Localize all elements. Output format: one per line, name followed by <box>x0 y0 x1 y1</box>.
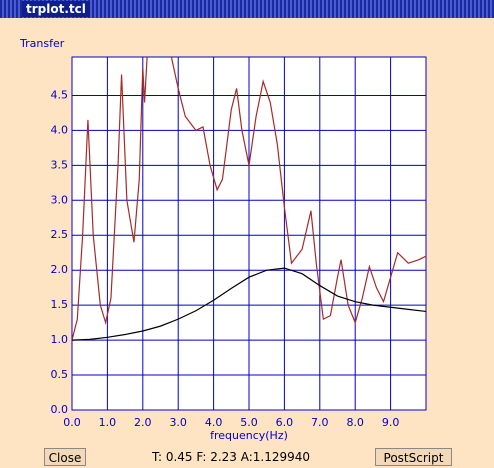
chart: Transfer frequency(Hz) 0.0 1.0 2.0 3.0 4.0 5.… <box>19 37 427 442</box>
x-tick-label: 1.0 <box>99 416 117 429</box>
data-line <box>72 57 426 341</box>
y-tick-label: 2.5 <box>51 228 69 241</box>
x-tick-label: 4.0 <box>205 416 223 429</box>
window-title: trplot.tcl <box>22 1 90 17</box>
y-axis-label: Transfer <box>19 37 65 50</box>
y-tick-label: 4.0 <box>51 123 69 136</box>
x-tick-label: 9.0 <box>382 416 400 429</box>
y-tick-label: 1.0 <box>51 333 69 346</box>
data-line <box>72 267 426 341</box>
x-axis-label: frequency(Hz) <box>210 429 288 442</box>
postscript-button[interactable]: PostScript <box>375 448 452 466</box>
close-button[interactable]: Close <box>44 448 86 466</box>
x-tick-label: 2.0 <box>134 416 152 429</box>
x-tick-label: 0.0 <box>63 416 81 429</box>
y-tick-label: 1.5 <box>51 298 69 311</box>
x-tick-label: 3.0 <box>169 416 187 429</box>
title-bar: trplot.tcl <box>0 0 494 18</box>
y-tick-label: 0.0 <box>51 403 69 416</box>
status-text: T: 0.45 F: 2.23 A:1.129940 <box>151 450 311 464</box>
y-tick-label: 3.0 <box>51 193 69 206</box>
y-tick-label: 4.5 <box>51 88 69 101</box>
x-tick-label: 6.0 <box>276 416 294 429</box>
x-tick-label: 5.0 <box>240 416 258 429</box>
y-tick-label: 3.5 <box>51 158 69 171</box>
y-tick-label: 2.0 <box>51 263 69 276</box>
y-tick-label: 0.5 <box>51 368 69 381</box>
x-tick-label: 7.0 <box>311 416 329 429</box>
x-tick-label: 8.0 <box>346 416 364 429</box>
